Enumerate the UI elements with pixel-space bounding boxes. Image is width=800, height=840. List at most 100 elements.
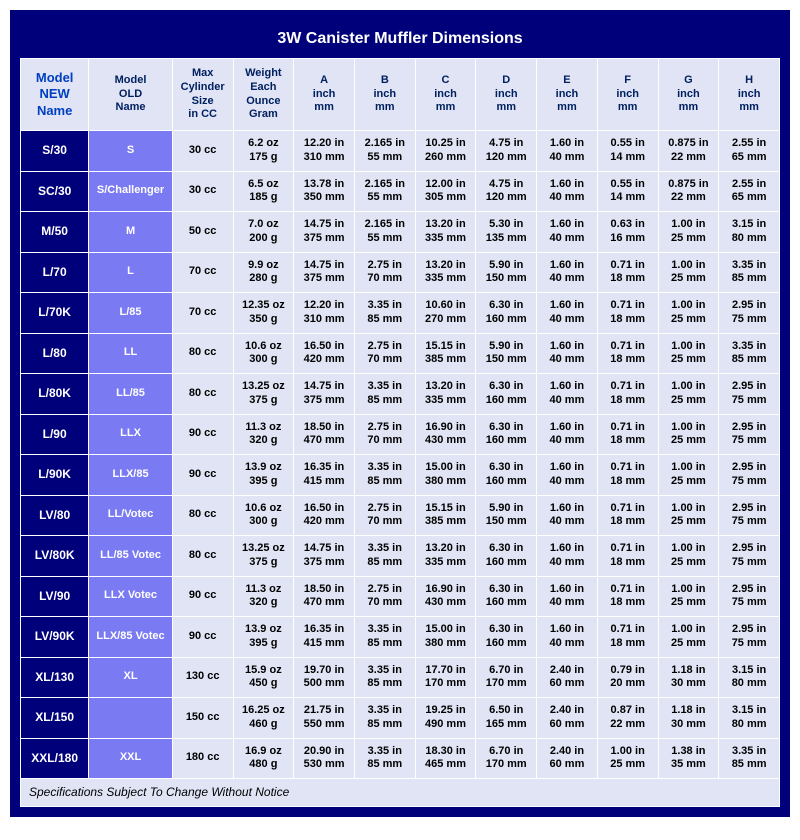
dim-A-cell: 20.90 in530 mm [294,738,355,779]
dim-B-cell: 2.75 in70 mm [354,252,415,293]
new-name-cell: L/70K [21,293,89,334]
dim-D-cell: 6.30 in160 mm [476,536,537,577]
old-name-cell: LLX [89,414,172,455]
dim-C-cell: 17.70 in170 mm [415,657,476,698]
dim-B-cell: 3.35 in85 mm [354,617,415,658]
dim-D-cell: 6.50 in165 mm [476,698,537,739]
dim-A-cell: 16.35 in415 mm [294,617,355,658]
table-body: S/30S30 cc6.2 oz175 g12.20 in310 mm2.165… [21,131,780,779]
table-head: ModelNEWNameModelOLDNameMaxCylinderSizei… [21,59,780,131]
dim-F-cell: 0.87 in22 mm [597,698,658,739]
table-row: LV/90KLLX/85 Votec90 cc13.9 oz395 g16.35… [21,617,780,658]
dim-C-cell: 15.15 in385 mm [415,495,476,536]
old-name-cell: LL [89,333,172,374]
new-name-cell: S/30 [21,131,89,172]
old-name-cell: LLX Votec [89,576,172,617]
dim-F-cell: 0.55 in14 mm [597,171,658,212]
dim-C-cell: 19.25 in490 mm [415,698,476,739]
dim-D-cell: 6.30 in160 mm [476,617,537,658]
dim-G-cell: 1.00 in25 mm [658,374,719,415]
dim-D-cell: 6.30 in160 mm [476,576,537,617]
dim-F-cell: 0.71 in18 mm [597,374,658,415]
old-name-cell: LL/85 Votec [89,536,172,577]
dim-G-cell: 1.00 in25 mm [658,293,719,334]
col-header-weight: WeightEachOunceGram [233,59,294,131]
new-name-cell: XXL/180 [21,738,89,779]
page-title: 3W Canister Muffler Dimensions [20,20,780,58]
table-row: XL/130XL130 cc15.9 oz450 g19.70 in500 mm… [21,657,780,698]
dim-F-cell: 1.00 in25 mm [597,738,658,779]
dim-G-cell: 0.875 in22 mm [658,131,719,172]
dim-A-cell: 14.75 in375 mm [294,212,355,253]
col-header-E: Einchmm [537,59,598,131]
dim-D-cell: 5.90 in150 mm [476,333,537,374]
dim-D-cell: 5.30 in135 mm [476,212,537,253]
dim-G-cell: 1.00 in25 mm [658,252,719,293]
dim-F-cell: 0.71 in18 mm [597,576,658,617]
weight-cell: 16.25 oz460 g [233,698,294,739]
dim-G-cell: 1.18 in30 mm [658,657,719,698]
dim-G-cell: 1.00 in25 mm [658,495,719,536]
dim-B-cell: 2.75 in70 mm [354,414,415,455]
table-row: LV/90LLX Votec90 cc11.3 oz320 g18.50 in4… [21,576,780,617]
dim-C-cell: 12.00 in305 mm [415,171,476,212]
col-header-F: Finchmm [597,59,658,131]
dim-F-cell: 0.71 in18 mm [597,293,658,334]
table-row: L/90LLX90 cc11.3 oz320 g18.50 in470 mm2.… [21,414,780,455]
dim-C-cell: 13.20 in335 mm [415,252,476,293]
old-name-cell [89,698,172,739]
dim-E-cell: 1.60 in40 mm [537,333,598,374]
dim-A-cell: 14.75 in375 mm [294,252,355,293]
dim-A-cell: 18.50 in470 mm [294,576,355,617]
cc-cell: 30 cc [172,131,233,172]
dim-G-cell: 0.875 in22 mm [658,171,719,212]
dim-H-cell: 2.95 in75 mm [719,455,780,496]
cc-cell: 90 cc [172,576,233,617]
cc-cell: 30 cc [172,171,233,212]
dim-C-cell: 15.15 in385 mm [415,333,476,374]
dim-G-cell: 1.00 in25 mm [658,212,719,253]
weight-cell: 13.9 oz395 g [233,455,294,496]
cc-cell: 70 cc [172,293,233,334]
old-name-cell: L/85 [89,293,172,334]
dim-C-cell: 13.20 in335 mm [415,212,476,253]
dim-H-cell: 3.35 in85 mm [719,738,780,779]
weight-cell: 10.6 oz300 g [233,495,294,536]
dim-E-cell: 1.60 in40 mm [537,171,598,212]
dim-C-cell: 16.90 in430 mm [415,414,476,455]
table-row: L/90KLLX/8590 cc13.9 oz395 g16.35 in415 … [21,455,780,496]
dim-D-cell: 6.30 in160 mm [476,293,537,334]
dim-G-cell: 1.00 in25 mm [658,414,719,455]
dim-B-cell: 2.75 in70 mm [354,333,415,374]
dim-B-cell: 2.75 in70 mm [354,576,415,617]
weight-cell: 12.35 oz350 g [233,293,294,334]
dim-A-cell: 16.50 in420 mm [294,333,355,374]
table-row: L/70L70 cc9.9 oz280 g14.75 in375 mm2.75 … [21,252,780,293]
dim-C-cell: 16.90 in430 mm [415,576,476,617]
old-name-cell: S/Challenger [89,171,172,212]
cc-cell: 180 cc [172,738,233,779]
table-row: S/30S30 cc6.2 oz175 g12.20 in310 mm2.165… [21,131,780,172]
old-name-cell: XL [89,657,172,698]
cc-cell: 90 cc [172,455,233,496]
dim-H-cell: 2.95 in75 mm [719,495,780,536]
weight-cell: 6.2 oz175 g [233,131,294,172]
old-name-cell: LL/Votec [89,495,172,536]
weight-cell: 7.0 oz200 g [233,212,294,253]
dim-D-cell: 4.75 in120 mm [476,131,537,172]
dim-H-cell: 2.95 in75 mm [719,536,780,577]
dim-D-cell: 6.70 in170 mm [476,738,537,779]
dim-H-cell: 3.35 in85 mm [719,252,780,293]
dim-B-cell: 3.35 in85 mm [354,738,415,779]
weight-cell: 13.9 oz395 g [233,617,294,658]
dim-H-cell: 3.15 in80 mm [719,698,780,739]
dim-A-cell: 16.50 in420 mm [294,495,355,536]
dim-E-cell: 1.60 in40 mm [537,495,598,536]
dim-F-cell: 0.71 in18 mm [597,536,658,577]
old-name-cell: L [89,252,172,293]
dim-H-cell: 2.55 in65 mm [719,171,780,212]
old-name-cell: LL/85 [89,374,172,415]
table-row: SC/30S/Challenger30 cc6.5 oz185 g13.78 i… [21,171,780,212]
weight-cell: 9.9 oz280 g [233,252,294,293]
dim-A-cell: 14.75 in375 mm [294,374,355,415]
